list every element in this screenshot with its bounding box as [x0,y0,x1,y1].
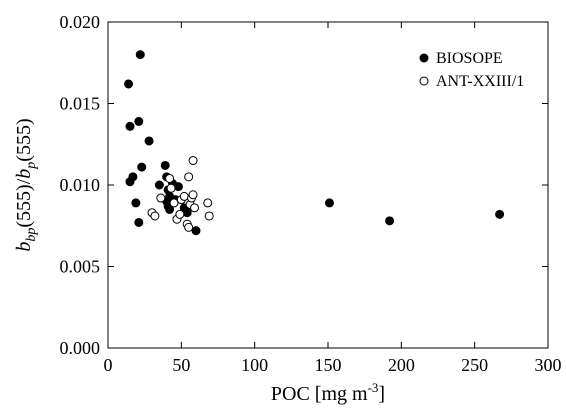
x-tick-label: 300 [535,355,562,375]
x-axis-label-end: ] [378,383,385,405]
ant-xxiii-point [150,211,160,221]
y-axis-label-part: (555) [13,118,35,161]
biosope-point [144,136,154,146]
y-axis-label-part: p [24,162,39,170]
y-axis-ticks: 0.000 0.005 0.010 0.015 0.020 [60,12,548,358]
x-tick-label: 50 [172,355,190,375]
biosope-point [154,180,164,190]
ant-xxiii-point [184,172,194,182]
x-tick-label: 200 [388,355,415,375]
x-tick-label: 0 [104,355,113,375]
x-tick-label: 100 [241,355,268,375]
biosope-point [173,182,183,192]
ant-xxiii-point [203,198,213,208]
x-tick-label: 250 [461,355,488,375]
biosope-point [134,116,144,126]
biosope-point [191,226,201,236]
y-axis-label-part: bp [24,228,39,242]
biosope-point [125,121,135,131]
biosope-point [124,79,134,89]
ant-xxiii-point [204,211,214,221]
legend: BIOSOPE ANT-XXIII/1 [419,50,524,90]
biosope-point [160,160,170,170]
biosope-point [137,162,147,172]
ant-xxiii-point [165,173,175,183]
ant-xxiii-point [190,203,200,213]
legend-label: BIOSOPE [436,50,503,67]
ant-xxiii-point [175,209,185,219]
legend-marker [419,53,429,63]
biosope-point [385,216,395,226]
biosope-point [182,208,192,218]
ant-xxiii-point [184,222,194,232]
ant-xxiii-point [169,198,179,208]
y-axis-label-part: (555)/ [13,178,35,227]
y-tick-label: 0.005 [60,257,101,277]
data-points [124,50,505,236]
x-tick-label: 150 [315,355,342,375]
x-axis-label: POC [mg m-3] [271,380,385,405]
biosope-point [135,50,145,60]
x-axis-label-exponent: -3 [368,380,379,395]
ant-xxiii-point [156,193,166,203]
biosope-point [165,204,175,214]
legend-label: ANT-XXIII/1 [436,73,524,90]
biosope-point [495,209,505,219]
y-tick-label: 0.000 [60,338,101,358]
y-axis-label-part: b [13,242,35,252]
y-tick-label: 0.015 [60,94,101,114]
biosope-point [125,177,135,187]
legend-marker [419,76,429,86]
ant-xxiii-point [188,156,198,166]
ant-xxiii-point [179,191,189,201]
biosope-point [324,198,334,208]
y-axis-label-part: b [13,169,35,179]
x-axis-label-text: POC [mg m [271,383,368,405]
y-tick-label: 0.020 [60,12,101,32]
y-axis-label: bbp(555)/bp(555) [13,118,39,251]
ant-xxiii-point [188,190,198,200]
ant-xxiii-point [166,183,176,193]
biosope-point [131,198,141,208]
y-tick-label: 0.010 [60,175,101,195]
biosope-point [134,217,144,227]
x-axis-ticks: 0 50 100 150 200 250 300 [104,22,562,375]
